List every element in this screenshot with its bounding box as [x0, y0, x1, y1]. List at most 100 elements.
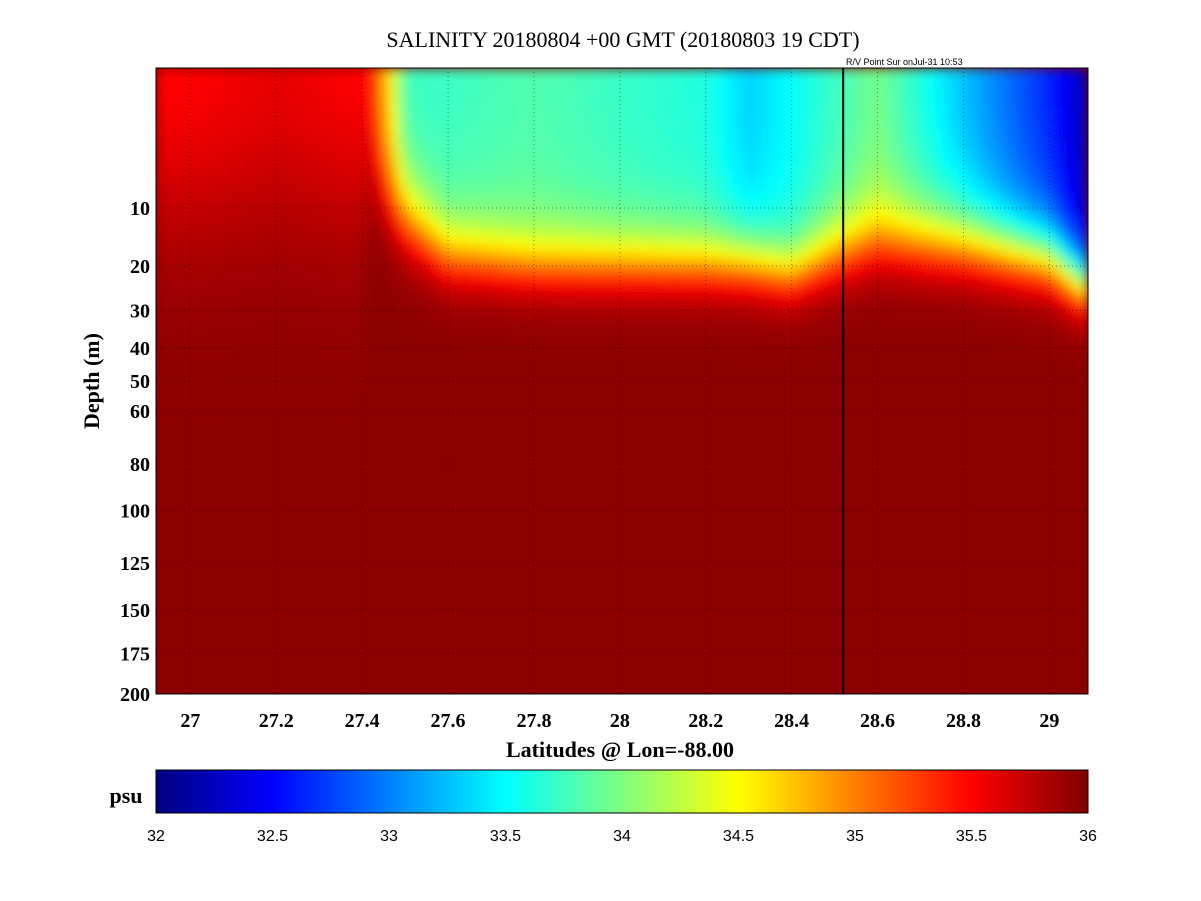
heatmap-cell: [552, 169, 561, 179]
heatmap-cell: [521, 341, 530, 351]
heatmap-cell: [521, 467, 530, 476]
heatmap-cell: [404, 318, 413, 327]
heatmap-cell: [350, 631, 359, 640]
heatmap-cell: [256, 404, 266, 413]
heatmap-cell: [489, 232, 499, 241]
heatmap-cell: [404, 420, 413, 429]
heatmap-cell: [288, 514, 297, 523]
heatmap-cell: [474, 647, 483, 656]
heatmap-cell: [497, 670, 507, 679]
heatmap-cell: [629, 208, 639, 218]
heatmap-cell: [404, 662, 413, 672]
heatmap-cell: [272, 537, 281, 546]
heatmap-cell: [606, 404, 615, 413]
heatmap-cell: [210, 138, 219, 147]
heatmap-cell: [156, 349, 165, 359]
heatmap-cell: [575, 75, 584, 85]
heatmap-cell: [622, 263, 631, 273]
heatmap-cell: [280, 169, 289, 179]
heatmap-cell: [319, 114, 328, 124]
heatmap-cell: [443, 357, 452, 366]
heatmap-cell: [311, 169, 320, 179]
heatmap-cell: [575, 662, 584, 672]
heatmap-cell: [489, 607, 499, 617]
heatmap-cell: [583, 553, 592, 562]
heatmap-cell: [435, 193, 444, 202]
heatmap-cell: [528, 506, 538, 515]
heatmap-cell: [412, 615, 421, 625]
heatmap-cell: [249, 341, 258, 351]
heatmap-cell: [575, 670, 584, 679]
heatmap-cell: [435, 545, 444, 554]
heatmap-cell: [249, 99, 258, 108]
heatmap-cell: [559, 404, 569, 413]
heatmap-cell: [513, 122, 522, 132]
heatmap-cell: [544, 537, 553, 546]
heatmap-cell: [381, 678, 390, 687]
heatmap-cell: [489, 216, 499, 226]
heatmap-cell: [357, 647, 367, 656]
heatmap-cell: [163, 302, 173, 312]
heatmap-cell: [513, 615, 522, 625]
heatmap-cell: [280, 341, 289, 351]
heatmap-cell: [412, 271, 421, 280]
heatmap-cell: [163, 639, 173, 648]
heatmap-cell: [559, 686, 569, 694]
heatmap-cell: [435, 326, 444, 335]
heatmap-cell: [474, 381, 483, 390]
heatmap-cell: [559, 592, 569, 601]
heatmap-cell: [373, 216, 382, 226]
heatmap-cell: [427, 216, 437, 226]
heatmap-cell: [241, 271, 250, 280]
heatmap-cell: [389, 294, 398, 304]
heatmap-cell: [350, 545, 359, 554]
heatmap-cell: [381, 326, 390, 335]
heatmap-cell: [482, 224, 491, 233]
heatmap-cell: [451, 490, 460, 499]
heatmap-cell: [396, 373, 406, 382]
heatmap-cell: [544, 326, 553, 335]
heatmap-cell: [474, 247, 483, 257]
heatmap-cell: [536, 678, 545, 687]
heatmap-cell: [163, 201, 173, 210]
heatmap-cell: [590, 122, 600, 132]
heatmap-cell: [179, 216, 188, 226]
heatmap-cell: [606, 193, 615, 202]
heatmap-cell: [552, 553, 561, 562]
heatmap-cell: [559, 263, 569, 273]
heatmap-cell: [590, 639, 600, 648]
heatmap-cell: [513, 201, 522, 210]
heatmap-cell: [357, 529, 367, 539]
heatmap-cell: [412, 490, 421, 499]
heatmap-cell: [272, 678, 281, 687]
heatmap-cell: [435, 271, 444, 280]
heatmap-cell: [443, 247, 452, 257]
heatmap-cell: [583, 686, 592, 694]
heatmap-cell: [575, 169, 584, 179]
heatmap-cell: [350, 615, 359, 625]
heatmap-cell: [311, 91, 320, 100]
heatmap-cell: [225, 247, 235, 257]
heatmap-cell: [357, 623, 367, 633]
heatmap-cell: [350, 216, 359, 226]
heatmap-cell: [303, 607, 312, 617]
heatmap-cell: [513, 404, 522, 413]
heatmap-cell: [194, 427, 204, 437]
heatmap-cell: [606, 474, 615, 484]
heatmap-cell: [489, 639, 499, 648]
heatmap-cell: [404, 232, 413, 241]
heatmap-cell: [552, 193, 561, 202]
heatmap-cell: [489, 201, 499, 210]
heatmap-cell: [272, 686, 281, 694]
heatmap-cell: [241, 498, 250, 507]
heatmap-cell: [528, 357, 538, 366]
heatmap-cell: [443, 294, 452, 304]
heatmap-cell: [373, 349, 382, 359]
heatmap-cell: [264, 537, 274, 546]
heatmap-cell: [497, 68, 507, 77]
heatmap-cell: [249, 334, 258, 343]
heatmap-cell: [381, 388, 390, 398]
heatmap-cell: [420, 138, 429, 147]
heatmap-cell: [567, 435, 576, 445]
heatmap-cell: [435, 177, 444, 186]
